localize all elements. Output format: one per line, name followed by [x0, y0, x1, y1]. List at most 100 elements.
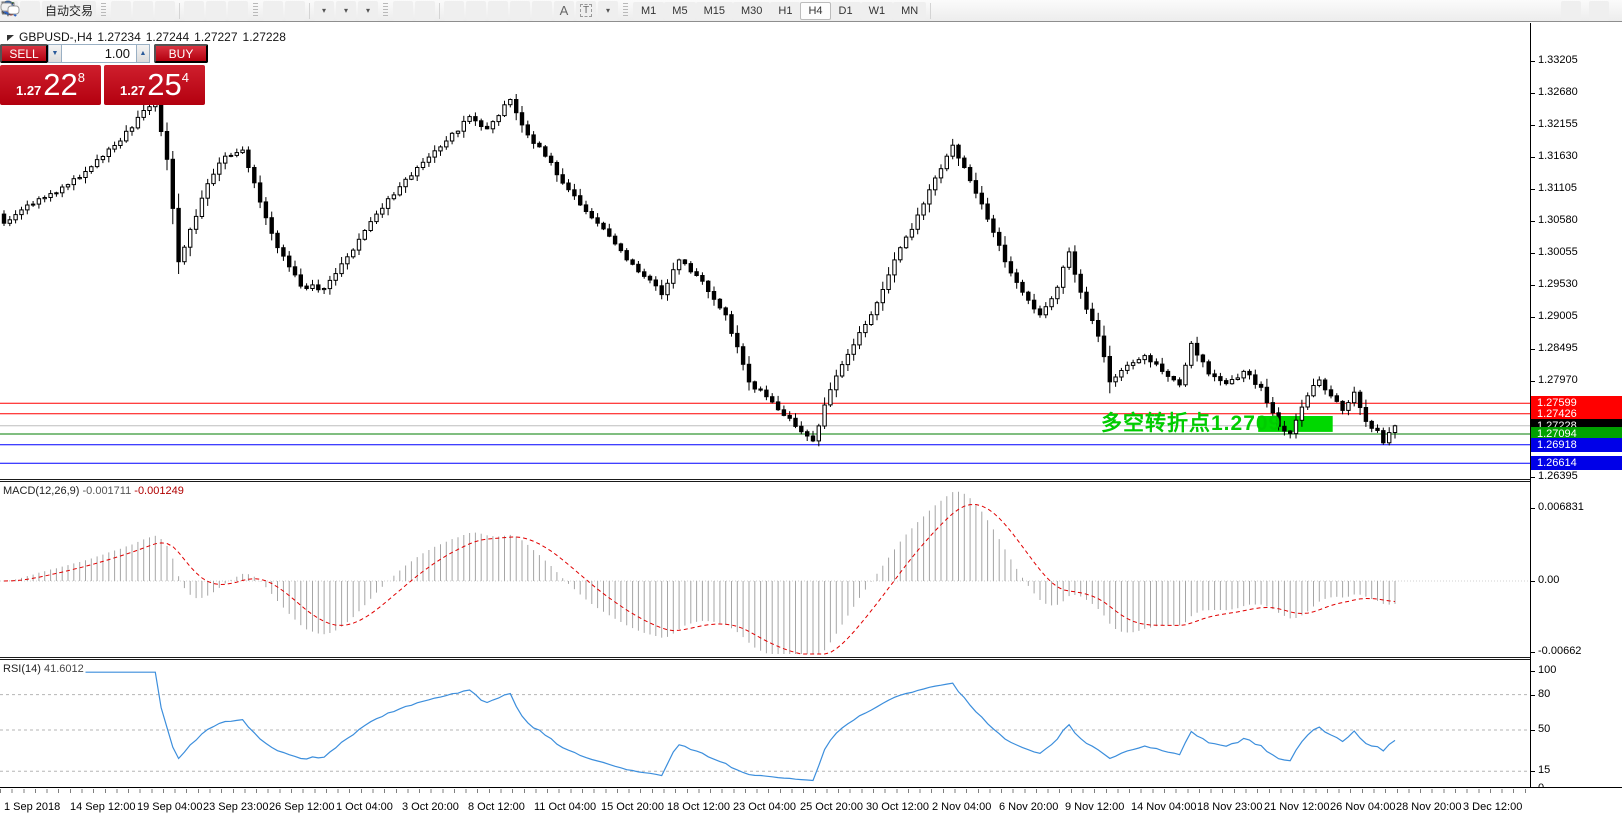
text-button[interactable]: A [554, 0, 575, 21]
vertical-line-button[interactable] [4, 0, 465, 21]
axis-label: 80 [1530, 688, 1551, 700]
timeframe-d1[interactable]: D1 [830, 1, 861, 20]
bar-chart-button[interactable] [2, 0, 132, 21]
sell-label: SELL [9, 46, 39, 61]
timeframe-m30[interactable]: M30 [732, 1, 771, 20]
pane-splitter[interactable] [0, 479, 1622, 482]
macd-pane[interactable]: MACD(12,26,9) -0.001711 -0.001249 [0, 482, 1530, 657]
trendline-button[interactable] [2, 0, 509, 21]
timeframe-h4[interactable]: H4 [800, 1, 831, 20]
volume-increase-button[interactable]: ▲ [136, 44, 150, 63]
axis-label: 1.31105 [1531, 182, 1577, 194]
time-axis-label: 2 Nov 04:00 [932, 801, 992, 813]
tile-windows-button[interactable] [2, 0, 249, 21]
ohlc-low: 1.27227 [194, 30, 238, 44]
buy-price-sup: 4 [181, 70, 190, 85]
price-pane[interactable]: 多空转折点1.2709 [0, 23, 1530, 479]
new-chart-button[interactable]: ▾ [1, 0, 335, 21]
buy-price-prefix: 1.27 [119, 83, 146, 98]
text-label-button[interactable]: T [576, 0, 597, 21]
equidistant-channel-button[interactable]: E [1, 0, 531, 21]
rsi-name: RSI(14) [3, 663, 41, 675]
macd-chart [0, 491, 1530, 655]
time-axis-label: 26 Sep 12:00 [269, 801, 335, 813]
buy-price-box[interactable]: 1.27 25 4 [104, 65, 205, 105]
dropdown-caret: ▾ [366, 5, 371, 15]
line-chart-button[interactable] [2, 0, 176, 21]
timeframe-mn[interactable]: MN [893, 1, 927, 20]
ohlc-close: 1.27228 [242, 30, 286, 44]
candlestick-chart-button[interactable] [2, 0, 154, 21]
time-axis-label: 3 Oct 20:00 [402, 801, 459, 813]
one-click-trading-panel: SELL ▼ 1.00 ▲ BUY 1.27 22 8 1.27 25 4 [0, 44, 210, 105]
pane-splitter[interactable] [0, 657, 1622, 660]
text-label-icon: T [579, 4, 593, 17]
ohlc-high: 1.27244 [145, 30, 190, 44]
indicator-window-button[interactable] [2, 0, 284, 21]
indicator-delete-button[interactable] [2, 0, 306, 21]
time-axis-label: 8 Oct 12:00 [468, 801, 525, 813]
text-icon: A [559, 3, 569, 18]
toolbar-grip[interactable] [623, 3, 629, 18]
toolbar-right-group [0, 0, 1619, 21]
macd-label: MACD(12,26,9) -0.001711 -0.001249 [3, 485, 184, 497]
fibonacci-button[interactable]: F [2, 0, 553, 21]
zoom-out-button[interactable] [1, 0, 227, 21]
main-toolbar: 单 自动交易 [0, 0, 1622, 22]
axis-label: 1.29530 [1531, 278, 1578, 290]
timeframe-h1[interactable]: H1 [770, 1, 801, 20]
megaphone-button[interactable] [1, 0, 40, 21]
price-axis[interactable]: 1.33205 1.32680 1.32155 1.31630 1.31105 1.305… [1530, 23, 1622, 794]
axis-label: 1.28495 [1531, 342, 1578, 354]
chart-ohlc-header: GBPUSD-,H4 1.27234 1.27244 1.27227 1.272… [7, 30, 286, 44]
axis-label: 1.29005 [1531, 310, 1578, 322]
price-line-tag: 1.27426 [1531, 407, 1622, 421]
buy-price-big: 25 [147, 67, 182, 102]
timeframe-toolbar: M1 M5 M15 M30 H1 H4 D1 W1 MN [633, 1, 927, 20]
macd-main-value: -0.001711 [82, 485, 132, 497]
toolbar-grip[interactable] [101, 3, 107, 18]
time-axis-label: 18 Nov 23:00 [1197, 801, 1263, 813]
timeframe-m15[interactable]: M15 [695, 1, 733, 20]
crosshair-button[interactable] [2, 0, 436, 21]
sell-price-prefix: 1.27 [15, 83, 42, 98]
auto-trading-button[interactable]: 自动交易 [1, 0, 97, 21]
price-line-tag: 1.26614 [1531, 456, 1622, 470]
dropdown-caret: ▾ [606, 5, 611, 15]
buy-button[interactable]: BUY [154, 44, 208, 63]
macd-signal-value: -0.001249 [134, 485, 184, 497]
time-axis-ticks [0, 789, 1530, 793]
zoom-in-button[interactable] [1, 0, 205, 21]
axis-label: 1.33205 [1531, 54, 1578, 66]
horizontal-lines-layer [0, 402, 1530, 464]
collapse-triangle-icon[interactable] [7, 35, 14, 41]
time-axis-label: 21 Nov 12:00 [1264, 801, 1330, 813]
periods-button[interactable]: ▾ [1, 0, 357, 21]
time-axis-label: 14 Nov 04:00 [1131, 801, 1197, 813]
ohlc-open: 1.27234 [97, 30, 141, 44]
time-axis[interactable]: 1 Sep 2018 14 Sep 12:00 19 Sep 04:00 23 Sep… [0, 787, 1622, 820]
volume-decrease-button[interactable]: ▼ [48, 44, 62, 63]
timeframe-m5[interactable]: M5 [664, 1, 696, 20]
time-axis-label: 6 Nov 20:00 [999, 801, 1059, 813]
chat-icon [0, 2, 20, 15]
search-button[interactable] [2, 0, 1581, 21]
rsi-value: 41.6012 [43, 663, 84, 675]
toolbar-grip[interactable] [383, 3, 389, 18]
rsi-pane[interactable]: RSI(14) 41.6012 [0, 660, 1530, 787]
arrows-button[interactable]: ▾ [3, 0, 619, 21]
sell-price-box[interactable]: 1.27 22 8 [0, 65, 101, 105]
chat-button[interactable] [0, 0, 1609, 21]
volume-input[interactable]: 1.00 [62, 44, 136, 63]
timeframe-w1[interactable]: W1 [860, 1, 894, 20]
toolbar-separator [930, 2, 932, 19]
toolbar-grip[interactable] [253, 3, 259, 18]
rsi-line [85, 671, 1396, 782]
cursor-button[interactable] [5, 0, 414, 21]
price-line-tag: 1.27094 [1531, 427, 1622, 441]
template-button[interactable]: ▾ [1, 0, 379, 21]
sell-button[interactable]: SELL [0, 44, 48, 63]
horizontal-line-button[interactable] [2, 0, 487, 21]
time-axis-label: 19 Sep 04:00 [137, 801, 203, 813]
timeframe-m1[interactable]: M1 [633, 1, 665, 20]
